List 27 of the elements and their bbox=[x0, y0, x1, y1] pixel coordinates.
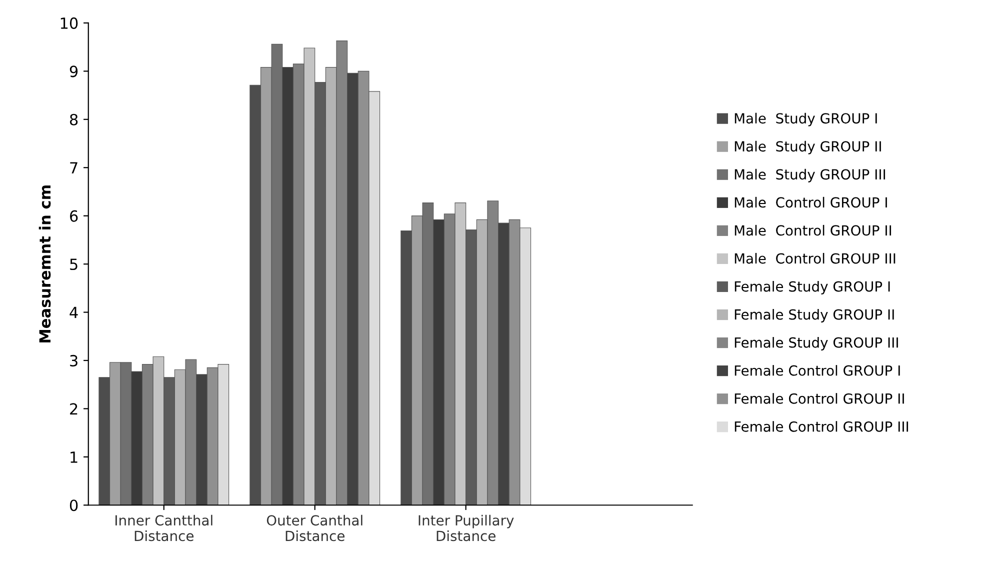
legend-label: Female Study GROUP II bbox=[734, 309, 894, 322]
y-tick-label: 1 bbox=[70, 452, 78, 463]
y-tick-label: 3 bbox=[70, 354, 78, 366]
legend-label: Female Control GROUP II bbox=[734, 393, 904, 404]
legend-label: Male Study GROUP III bbox=[734, 168, 886, 182]
legend-label: Female Study GROUP III bbox=[734, 337, 898, 350]
legend-label: Male Control GROUP II bbox=[734, 224, 892, 236]
legend-label: Male Study GROUP I bbox=[734, 112, 877, 126]
y-tick-label: 10 bbox=[60, 17, 78, 29]
legend-label: Male Control GROUP III bbox=[734, 252, 896, 264]
y-tick-label: 0 bbox=[70, 500, 78, 512]
legend-label: Male Control GROUP I bbox=[734, 196, 887, 208]
x-tick-label: Outer Canthal Distance bbox=[266, 514, 362, 542]
x-tick-label: Inter Pupillary Distance bbox=[418, 514, 514, 542]
y-tick-label: 2 bbox=[70, 403, 78, 414]
legend-label: Female Study GROUP I bbox=[734, 280, 890, 294]
y-axis-title: Measuremnt in cm bbox=[38, 185, 51, 342]
y-tick-label: 9 bbox=[70, 66, 78, 78]
legend-label: Male Study GROUP II bbox=[734, 140, 881, 154]
y-tick-label: 8 bbox=[70, 114, 78, 126]
x-tick-label: Inner Cantthal Distance bbox=[116, 514, 212, 542]
legend-label: Female Control GROUP I bbox=[734, 365, 900, 376]
y-tick-label: 4 bbox=[70, 306, 78, 318]
y-tick-label: 7 bbox=[70, 162, 78, 174]
y-tick-label: 6 bbox=[70, 210, 78, 222]
y-tick-label: 5 bbox=[70, 258, 78, 270]
legend-label: Female Control GROUP III bbox=[734, 421, 908, 432]
